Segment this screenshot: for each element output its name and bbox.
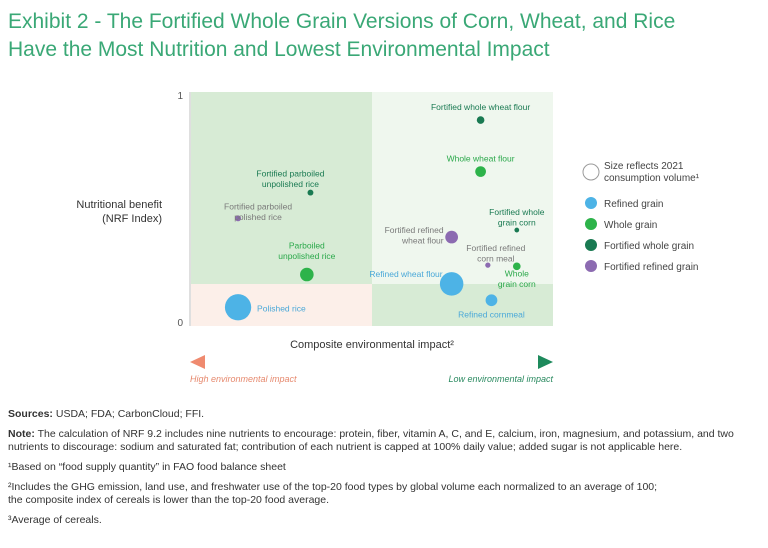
point-label-line: Whole [505, 268, 529, 278]
y-tick-label: 1 [177, 91, 183, 102]
point-label-line: Fortified whole [489, 207, 545, 217]
footnotes: Sources: USDA; FDA; CarbonCloud; FFI. No… [8, 408, 760, 534]
footnote-2: ²Includes the GHG emission, land use, an… [8, 481, 760, 507]
point-label-line: Refined cornmeal [458, 309, 525, 319]
data-point [514, 227, 520, 233]
legend-marker [585, 260, 597, 272]
arrow-right-head [538, 355, 553, 369]
data-point [439, 272, 464, 296]
quadrant-bottom-right [372, 284, 553, 326]
data-point [224, 294, 252, 321]
legend-label: Refined grain [604, 199, 663, 210]
arrow-right-label: Low environmental impact [448, 374, 553, 384]
title-line-1: Exhibit 2 - The Fortified Whole Grain Ve… [8, 10, 676, 33]
point-label: Refined cornmeal [458, 309, 525, 319]
sources: Sources: USDA; FDA; CarbonCloud; FFI. [8, 408, 760, 421]
data-points: Fortified whole wheat flour Whole wheat f… [224, 102, 545, 321]
footnote-3: ³Average of cereals. [8, 514, 102, 526]
point-label: Fortified parboiled polished rice [224, 201, 292, 222]
legend-label: Fortified whole grain [604, 241, 694, 252]
legend-label: Fortified refined grain [604, 262, 699, 273]
quadrant-top-right [372, 92, 553, 284]
y-axis-label-line-1: Nutritional benefit [76, 199, 162, 211]
data-point [475, 166, 486, 177]
quadrant-top-left [191, 92, 372, 284]
data-point [485, 262, 491, 268]
legend-marker [585, 218, 597, 230]
point-label-line: wheat flour [401, 236, 444, 246]
point-label-line: corn meal [477, 254, 514, 264]
data-point [300, 267, 314, 282]
point-label-line: unpolished rice [278, 251, 335, 261]
footnote-1: ¹Based on “food supply quantity” in FAO … [8, 461, 286, 473]
point-label-line: Refined wheat flour [369, 269, 442, 279]
y-tick-label: 0 [177, 318, 183, 329]
point-label-line: Polished rice [257, 303, 306, 313]
chart-title: Exhibit 2 - The Fortified Whole Grain Ve… [8, 8, 758, 64]
point-label-line: grain corn [498, 218, 536, 228]
data-point [513, 262, 521, 271]
point-label-line: Fortified parboiled [256, 169, 324, 179]
axes: 1 0 Nutritional benefit (NRF Index) Comp… [76, 91, 454, 351]
point-label-line: Fortified whole wheat flour [431, 102, 530, 112]
point-label-line: Whole wheat flour [447, 154, 515, 164]
arrow-left-label: High environmental impact [190, 374, 297, 384]
point-label: Parboiled unpolished rice [278, 241, 335, 262]
note-label: Note: [8, 428, 35, 440]
point-label-line: polished rice [234, 212, 282, 222]
scatter-chart: 1 0 Nutritional benefit (NRF Index) Comp… [76, 91, 700, 384]
legend-size-note-line-1: Size reflects 2021 [604, 161, 684, 172]
arrow-left-head [190, 355, 205, 369]
title-line-2: Have the Most Nutrition and Lowest Envir… [8, 38, 550, 61]
data-point [307, 189, 314, 196]
point-label-line: Fortified parboiled [224, 201, 292, 211]
sources-text: USDA; FDA; CarbonCloud; FFI. [52, 408, 205, 420]
point-label: Fortified refined corn meal [466, 243, 525, 264]
point-label-line: Parboiled [289, 241, 325, 251]
note: Note: The calculation of NRF 9.2 include… [8, 428, 760, 454]
environmental-impact-arrow: High environmental impact Low environmen… [190, 355, 553, 384]
point-label: Fortified refined wheat flour [385, 225, 444, 246]
legend-marker [585, 197, 597, 209]
legend-size-circle [582, 163, 600, 181]
quadrant-backgrounds [191, 92, 553, 326]
point-label: Refined wheat flour [369, 269, 442, 279]
legend-marker [585, 239, 597, 251]
x-axis-label: Composite environmental impact² [290, 339, 454, 351]
point-label: Fortified whole grain corn [489, 207, 545, 228]
point-label: Polished rice [257, 303, 306, 313]
data-point [476, 116, 485, 124]
legend-size-note-line-2: consumption volume¹ [604, 173, 700, 184]
point-label: Fortified whole wheat flour [431, 102, 530, 112]
legend-label: Whole grain [604, 220, 657, 231]
sources-label: Sources: [8, 408, 53, 420]
data-point [485, 294, 498, 307]
y-axis-label-line-2: (NRF Index) [102, 213, 162, 225]
data-point [235, 215, 241, 222]
legend: Size reflects 2021 consumption volume¹ R… [582, 161, 700, 273]
point-label-line: grain corn [498, 279, 536, 289]
point-label-line: Fortified refined [385, 225, 444, 235]
footnote-2-line-2: the composite index of cereals is lower … [8, 494, 330, 506]
point-label: Whole grain corn [498, 268, 536, 289]
point-label: Whole wheat flour [447, 154, 515, 164]
point-label-line: unpolished rice [262, 179, 319, 189]
point-label-line: Fortified refined [466, 243, 525, 253]
note-text: The calculation of NRF 9.2 includes nine… [8, 428, 734, 453]
quadrant-bottom-left [191, 284, 372, 326]
data-point [445, 230, 458, 244]
point-label: Fortified parboiled unpolished rice [256, 169, 324, 190]
footnote-2-line-1: ²Includes the GHG emission, land use, an… [8, 481, 658, 493]
